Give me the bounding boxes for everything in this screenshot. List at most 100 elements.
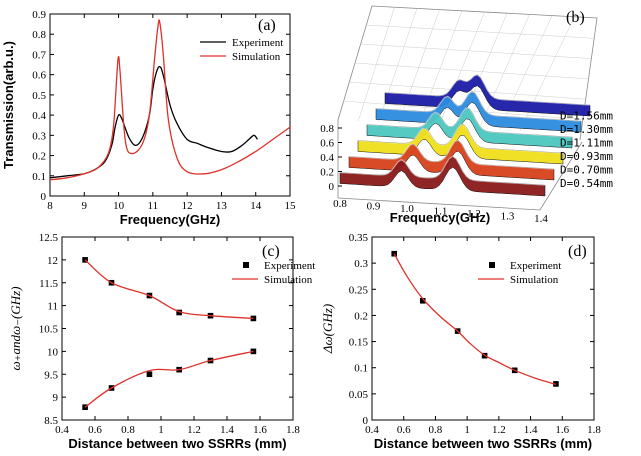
y-tick-label: 0.7 [32, 49, 46, 61]
panel-label: (b) [566, 9, 585, 26]
x-axis-label: Frequency(GHz) [120, 212, 220, 227]
z-tick-label: 0.4 [320, 152, 334, 164]
x-tick-label: 1.4 [220, 424, 234, 436]
y-tick-label: 0.25 [349, 284, 369, 296]
y-tick-label: 8.5 [44, 415, 58, 427]
ribbon-highlight [357, 123, 564, 154]
y-tick-label: 0.3 [354, 258, 368, 270]
data-point-marker [419, 297, 426, 304]
x-tick-label: 1.4 [524, 424, 538, 436]
panel-label: (c) [262, 243, 280, 260]
z-tick-label: 0.8 [320, 123, 334, 135]
ribbon-highlight [339, 155, 546, 186]
y-tick-label: 0.8 [32, 29, 46, 41]
series-line-simulation [84, 350, 254, 408]
y-tick-label: 0.1 [354, 363, 368, 375]
x-tick-label: 1.4 [534, 213, 548, 225]
series-line-simulation [84, 259, 254, 320]
x-tick-label: 1.1 [434, 206, 448, 218]
grid-line [360, 43, 592, 59]
y-tick-label: 0.9 [32, 9, 46, 21]
z-tick-label: 0 [329, 181, 335, 193]
y-tick-label: 0 [41, 191, 47, 203]
series-label: D=1.11mm [560, 137, 613, 150]
x-axis-label: Frequency(GHz) [390, 210, 490, 225]
series-label: D=1.30mm [560, 123, 613, 136]
ribbon-highlight [384, 74, 591, 106]
x-tick-label: 10 [113, 200, 125, 212]
y-tick-label: 0.5 [32, 90, 46, 102]
y-tick-label: 0.2 [32, 151, 46, 163]
y-tick-label: 9 [53, 392, 59, 404]
data-point-marker [82, 257, 88, 263]
legend-label: Simulation [232, 51, 281, 63]
y-tick-label: 0.2 [354, 310, 368, 322]
y-tick-label: 0.1 [32, 171, 46, 183]
legend-label: Experiment [510, 260, 561, 272]
grid-line [354, 62, 589, 80]
legend-marker [489, 262, 495, 268]
x-tick-label: 11 [148, 200, 159, 212]
grid-line [357, 7, 395, 122]
panel-b: 0 0.2 0.4 0.6 0.8 0.8 0.9 1.0 1.1 1.2 1.3 1.4 Freque… [320, 5, 613, 225]
legend-label: Experiment [232, 37, 283, 49]
x-tick-label: 1.6 [555, 424, 569, 436]
x-tick-label: 1 [158, 424, 164, 436]
x-axis-label: Distance between two SSRRs (mm) [374, 436, 592, 451]
ribbon-highlight [348, 139, 555, 170]
panel-c: 0.4 0.6 0.8 1 1.2 1.4 1.6 1.8 8.5 9 9.5 10 10.5 11 11.… [8, 232, 315, 451]
x-tick-label: 0.4 [55, 424, 69, 436]
series-line-simulation [49, 19, 291, 181]
x-tick-label: 1.6 [253, 424, 267, 436]
panel-d: 0.4 0.6 0.8 1 1.2 1.4 1.6 1.8 0 0.05 0.1 0.15 0.2 0.2… [320, 232, 601, 451]
data-point-marker [250, 348, 257, 355]
data-point-marker [146, 371, 153, 378]
legend-marker [243, 262, 249, 268]
y-tick-label: 0.05 [349, 389, 369, 401]
data-point-marker [176, 309, 182, 316]
legend-label: Simulation [264, 274, 313, 286]
x-tick-label: 0.8 [333, 198, 347, 210]
series-label: D=1.56mm [560, 110, 613, 123]
x-tick-label: 0.6 [88, 424, 102, 436]
grid-line [366, 24, 595, 39]
panel-label: (a) [258, 17, 276, 34]
series-line-experiment [49, 65, 258, 179]
z-tick-label: 0.6 [320, 138, 334, 150]
y-tick-label: 0.4 [32, 110, 46, 122]
z-tick-label: 0.2 [320, 167, 334, 179]
y-tick-label: 11 [47, 301, 58, 313]
x-tick-label: 9 [82, 200, 88, 212]
y-axis-label: Transmission(arb.u.) [1, 41, 16, 169]
series-line-simulation [393, 253, 557, 386]
x-tick-label: 12 [182, 200, 193, 212]
plot-frame [61, 236, 294, 421]
plot-frame [49, 13, 291, 197]
x-tick-label: 0.8 [429, 424, 443, 436]
y-tick-label: 0.35 [349, 232, 369, 244]
y-axis-label: ω₊andω₋(GHz) [8, 286, 23, 370]
panel-label: (d) [568, 243, 587, 260]
x-tick-label: 0.4 [365, 424, 379, 436]
x-tick-label: 1.2 [467, 208, 481, 220]
x-tick-label: 1 [464, 424, 470, 436]
x-tick-label: 15 [285, 200, 297, 212]
series-label: D=0.70mm [560, 164, 613, 177]
y-tick-label: 0 [363, 415, 369, 427]
x-tick-label: 14 [250, 200, 262, 212]
x-tick-label: 1.0 [400, 203, 414, 215]
box-edge [337, 141, 583, 211]
y-tick-label: 0.15 [349, 337, 369, 349]
y-tick-label: 9.5 [44, 369, 58, 381]
x-tick-label: 0.9 [367, 201, 381, 213]
y-tick-label: 11.5 [39, 278, 58, 290]
plot-frame [371, 236, 595, 421]
y-tick-label: 12.5 [39, 232, 59, 244]
x-tick-label: 1.8 [587, 424, 601, 436]
series-label: D=0.54mm [560, 177, 613, 190]
x-tick-label: 1.2 [187, 424, 201, 436]
y-tick-label: 0.6 [32, 70, 46, 82]
legend-label: Experiment [264, 260, 315, 272]
series-label: D=0.93mm [560, 150, 613, 163]
